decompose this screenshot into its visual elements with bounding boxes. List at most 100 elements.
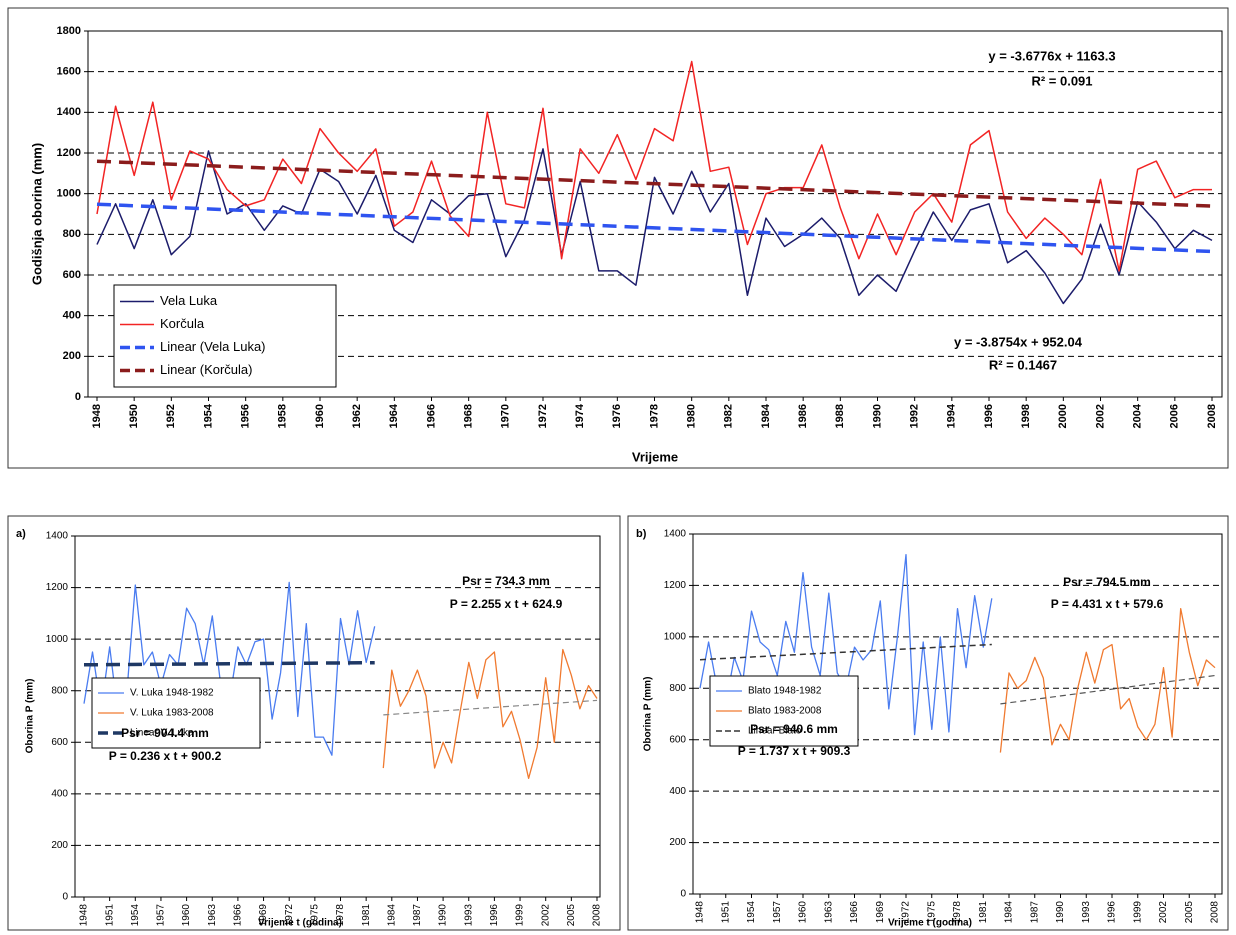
annotation: y = -3.6776x + 1163.3 bbox=[988, 48, 1115, 63]
x-tick-label: 1972 bbox=[537, 404, 549, 428]
x-tick-label: 1982 bbox=[723, 404, 735, 428]
x-tick-label: 2008 bbox=[1210, 901, 1221, 924]
y-axis-label: Oborina P (mm) bbox=[643, 677, 654, 752]
x-tick-label: 1986 bbox=[797, 404, 809, 428]
x-tick-label: 1981 bbox=[361, 904, 372, 927]
x-tick-label: 2004 bbox=[1132, 403, 1144, 428]
x-tick-label: 1984 bbox=[386, 904, 397, 927]
annotation: P = 0.236 x t + 900.2 bbox=[109, 749, 222, 763]
x-tick-label: 1978 bbox=[335, 904, 346, 927]
y-tick-label: 800 bbox=[669, 683, 686, 694]
trend-line bbox=[699, 643, 992, 661]
annotation: R² = 0.091 bbox=[1031, 73, 1092, 88]
x-tick-label: 1975 bbox=[309, 904, 320, 927]
x-tick-label: 1954 bbox=[130, 904, 141, 927]
x-tick-label: 1978 bbox=[648, 404, 660, 428]
x-tick-label: 1960 bbox=[314, 404, 326, 428]
x-tick-label: 1987 bbox=[412, 904, 423, 927]
x-tick-label: 1987 bbox=[1029, 901, 1040, 924]
x-tick-label: 1963 bbox=[207, 904, 218, 927]
x-tick-label: 1954 bbox=[746, 901, 757, 924]
x-tick-label: 1948 bbox=[79, 904, 90, 927]
trend-line bbox=[83, 660, 375, 667]
x-tick-label: 1992 bbox=[909, 404, 921, 428]
y-tick-label: 1200 bbox=[664, 580, 687, 591]
x-tick-label: 1993 bbox=[1081, 901, 1092, 924]
x-tick-label: 2002 bbox=[540, 904, 551, 927]
trend-line bbox=[96, 159, 1213, 208]
y-tick-label: 800 bbox=[51, 685, 68, 696]
legend-label: Blato 1948-1982 bbox=[748, 686, 822, 697]
panel-label: b) bbox=[636, 528, 647, 540]
plot-area bbox=[692, 533, 1223, 895]
y-tick-label: 800 bbox=[63, 228, 81, 240]
chart-frame bbox=[7, 7, 1229, 469]
x-tick-label: 2000 bbox=[1057, 404, 1069, 428]
trend-line bbox=[383, 699, 598, 716]
y-tick-label: 200 bbox=[63, 350, 81, 362]
legend-label: Korčula bbox=[160, 316, 205, 331]
y-tick-label: 1000 bbox=[664, 631, 687, 642]
x-tick-label: 2002 bbox=[1094, 404, 1106, 428]
x-axis-label: Vrijeme t (godina) bbox=[258, 918, 342, 929]
x-tick-label: 1964 bbox=[388, 403, 400, 428]
x-tick-label: 1969 bbox=[875, 901, 886, 924]
y-tick-label: 1800 bbox=[57, 25, 81, 37]
x-tick-label: 1962 bbox=[351, 404, 363, 428]
x-tick-label: 1951 bbox=[720, 901, 731, 924]
annotation: P = 4.431 x t + 579.6 bbox=[1051, 597, 1164, 611]
trend-line bbox=[1000, 674, 1216, 705]
y-axis-label: Oborina P (mm) bbox=[25, 679, 36, 754]
x-tick-label: 1974 bbox=[574, 403, 586, 428]
x-tick-label: 1957 bbox=[156, 904, 167, 927]
x-tick-label: 1981 bbox=[978, 901, 989, 924]
x-tick-label: 1956 bbox=[240, 404, 252, 428]
x-tick-label: 1963 bbox=[823, 901, 834, 924]
y-axis-label: Godišnja oborina (mm) bbox=[29, 143, 44, 285]
x-tick-label: 1958 bbox=[277, 404, 289, 428]
x-tick-label: 2005 bbox=[566, 904, 577, 927]
x-tick-label: 1966 bbox=[233, 904, 244, 927]
x-tick-label: 1999 bbox=[515, 904, 526, 927]
x-tick-label: 1948 bbox=[695, 901, 706, 924]
y-tick-label: 1200 bbox=[57, 147, 81, 159]
series-line bbox=[382, 648, 598, 780]
annotation: P = 1.737 x t + 909.3 bbox=[738, 744, 851, 758]
y-tick-label: 1200 bbox=[46, 582, 69, 593]
x-tick-label: 2008 bbox=[592, 904, 603, 927]
y-tick-label: 0 bbox=[75, 391, 81, 403]
x-tick-label: 1999 bbox=[1132, 901, 1143, 924]
legend-label: Linear (Vela Luka) bbox=[160, 339, 266, 354]
y-tick-label: 600 bbox=[669, 734, 686, 745]
x-tick-label: 1966 bbox=[849, 901, 860, 924]
y-tick-label: 400 bbox=[669, 786, 686, 797]
legend-label: V. Luka 1948-1982 bbox=[130, 688, 214, 699]
y-tick-label: 1400 bbox=[57, 106, 81, 118]
x-tick-label: 2002 bbox=[1158, 901, 1169, 924]
x-tick-label: 1993 bbox=[463, 904, 474, 927]
x-tick-label: 1960 bbox=[181, 904, 192, 927]
x-tick-label: 1952 bbox=[165, 404, 177, 428]
x-tick-label: 1954 bbox=[202, 403, 214, 428]
x-tick-label: 2006 bbox=[1169, 404, 1181, 428]
x-axis-label: Vrijeme bbox=[632, 449, 678, 464]
x-tick-label: 1978 bbox=[952, 901, 963, 924]
x-tick-label: 1990 bbox=[438, 904, 449, 927]
x-tick-label: 1976 bbox=[611, 404, 623, 428]
x-tick-label: 1951 bbox=[104, 904, 115, 927]
y-tick-label: 1400 bbox=[46, 531, 69, 542]
x-tick-label: 1996 bbox=[489, 904, 500, 927]
plot-area bbox=[87, 30, 1223, 398]
x-tick-label: 1960 bbox=[798, 901, 809, 924]
panel-label: a) bbox=[16, 528, 26, 540]
x-tick-label: 1990 bbox=[871, 404, 883, 428]
annotation: y = -3.8754x + 952.04 bbox=[954, 334, 1083, 349]
x-tick-label: 1984 bbox=[1004, 901, 1015, 924]
x-tick-label: 1994 bbox=[946, 403, 958, 428]
y-tick-label: 0 bbox=[62, 892, 68, 903]
legend-label: Linear (Korčula) bbox=[160, 362, 253, 377]
annotation: Psr = 734.3 mm bbox=[462, 574, 550, 588]
x-axis-label: Vrijeme t (godina) bbox=[888, 918, 972, 929]
x-tick-label: 1998 bbox=[1020, 404, 1032, 428]
